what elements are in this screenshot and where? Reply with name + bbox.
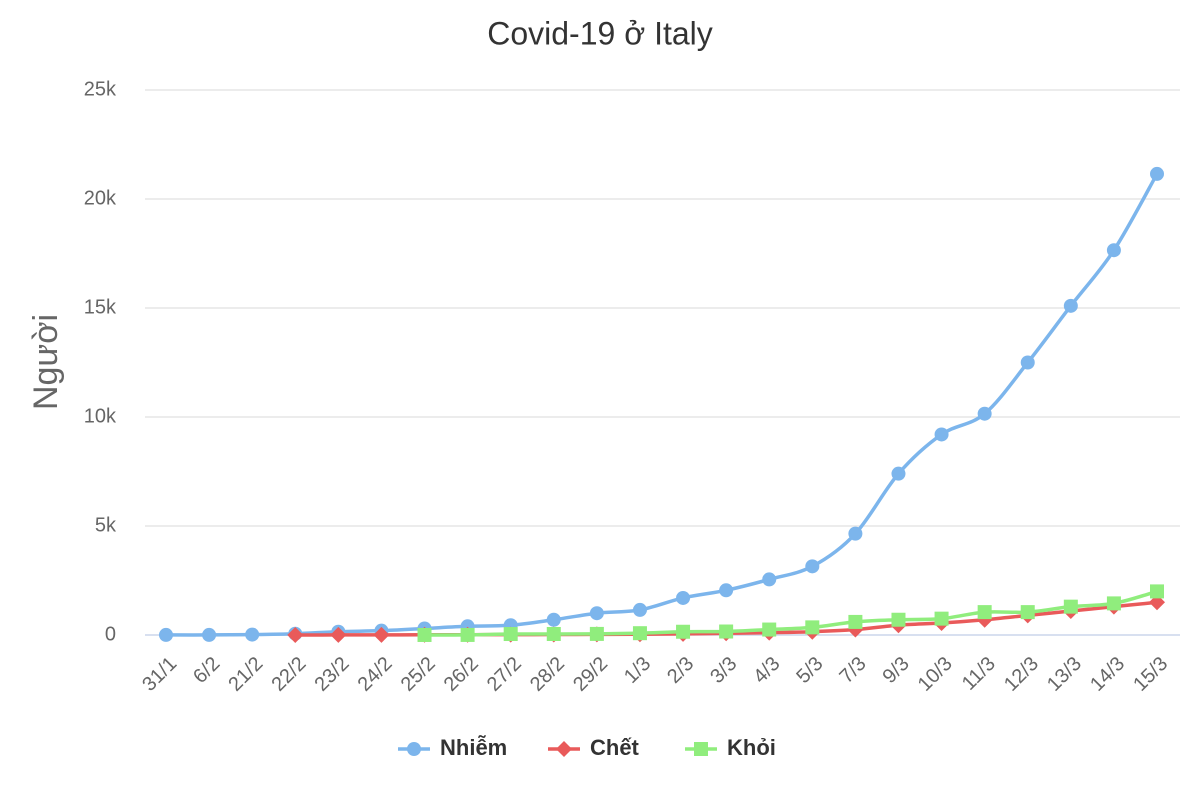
x-tick-label: 31/1 [138, 653, 181, 696]
y-tick-label: 5k [95, 514, 117, 536]
x-tick-label: 1/3 [620, 653, 655, 688]
legend-label: Nhiễm [440, 735, 507, 760]
x-tick-label: 10/3 [914, 653, 957, 696]
point [848, 614, 863, 629]
x-tick-label: 14/3 [1086, 653, 1129, 696]
point [589, 626, 604, 641]
x-tick-label: 3/3 [706, 653, 741, 688]
x-tick-label: 24/2 [354, 653, 397, 696]
x-tick-label: 4/3 [749, 653, 784, 688]
legend-marker [694, 742, 708, 756]
point [1150, 166, 1164, 181]
x-tick-label: 11/3 [958, 653, 1000, 695]
point [417, 627, 432, 642]
point [762, 572, 777, 587]
point [287, 626, 304, 643]
point [546, 626, 561, 641]
x-tick-label: 13/3 [1043, 653, 1086, 696]
x-tick-label: 29/2 [569, 653, 612, 696]
point [719, 583, 734, 598]
point [373, 626, 390, 643]
point [934, 427, 949, 442]
x-tick-label: 5/3 [792, 653, 827, 688]
point [1106, 243, 1121, 258]
point [977, 406, 992, 421]
y-tick-label: 20k [84, 187, 117, 209]
point [330, 626, 347, 643]
point [632, 626, 647, 641]
point [503, 627, 518, 642]
x-tick-label: 2/3 [663, 653, 698, 688]
legend-marker [407, 742, 421, 756]
x-tick-label: 6/2 [189, 653, 224, 688]
chart-title: Covid-19 ở Italy [487, 15, 713, 51]
point [202, 627, 217, 642]
y-tick-label: 10k [84, 405, 117, 427]
point [1020, 605, 1035, 620]
point [1106, 596, 1121, 611]
point [805, 559, 820, 574]
point [460, 627, 475, 642]
x-tick-label: 25/2 [397, 653, 440, 696]
x-tick-label: 7/3 [835, 653, 870, 688]
line [165, 173, 1159, 637]
x-tick-label: 12/3 [1000, 653, 1043, 696]
point [805, 620, 820, 635]
point [1150, 584, 1164, 599]
point [1020, 355, 1035, 370]
x-tick-label: 22/2 [267, 653, 310, 696]
legend-marker [556, 741, 572, 757]
point [934, 611, 949, 626]
point [1063, 298, 1078, 313]
point [719, 624, 734, 639]
point [245, 627, 260, 642]
y-tick-label: 15k [84, 296, 117, 318]
x-tick-label: 9/3 [879, 653, 914, 688]
point [891, 466, 906, 481]
point [848, 526, 863, 541]
x-tick-label: 23/2 [311, 653, 354, 696]
point [762, 622, 777, 637]
y-tick-label: 0 [105, 623, 116, 645]
point [632, 602, 647, 617]
x-tick-label: 15/3 [1129, 653, 1172, 696]
point [1063, 599, 1078, 614]
x-tick-label: 26/2 [440, 653, 483, 696]
point [159, 627, 173, 642]
point [891, 612, 906, 627]
legend-label: Khỏi [727, 735, 776, 760]
y-axis-title: Người [27, 314, 65, 410]
x-tick-label: 27/2 [483, 653, 526, 696]
point [676, 624, 691, 639]
point [589, 606, 604, 621]
point [546, 612, 561, 627]
x-tick-label: 28/2 [526, 653, 569, 696]
legend-label: Chết [590, 735, 640, 760]
y-tick-label: 25k [84, 78, 117, 100]
x-tick-label: 21/2 [224, 653, 267, 696]
point [977, 605, 992, 620]
point [676, 590, 691, 605]
